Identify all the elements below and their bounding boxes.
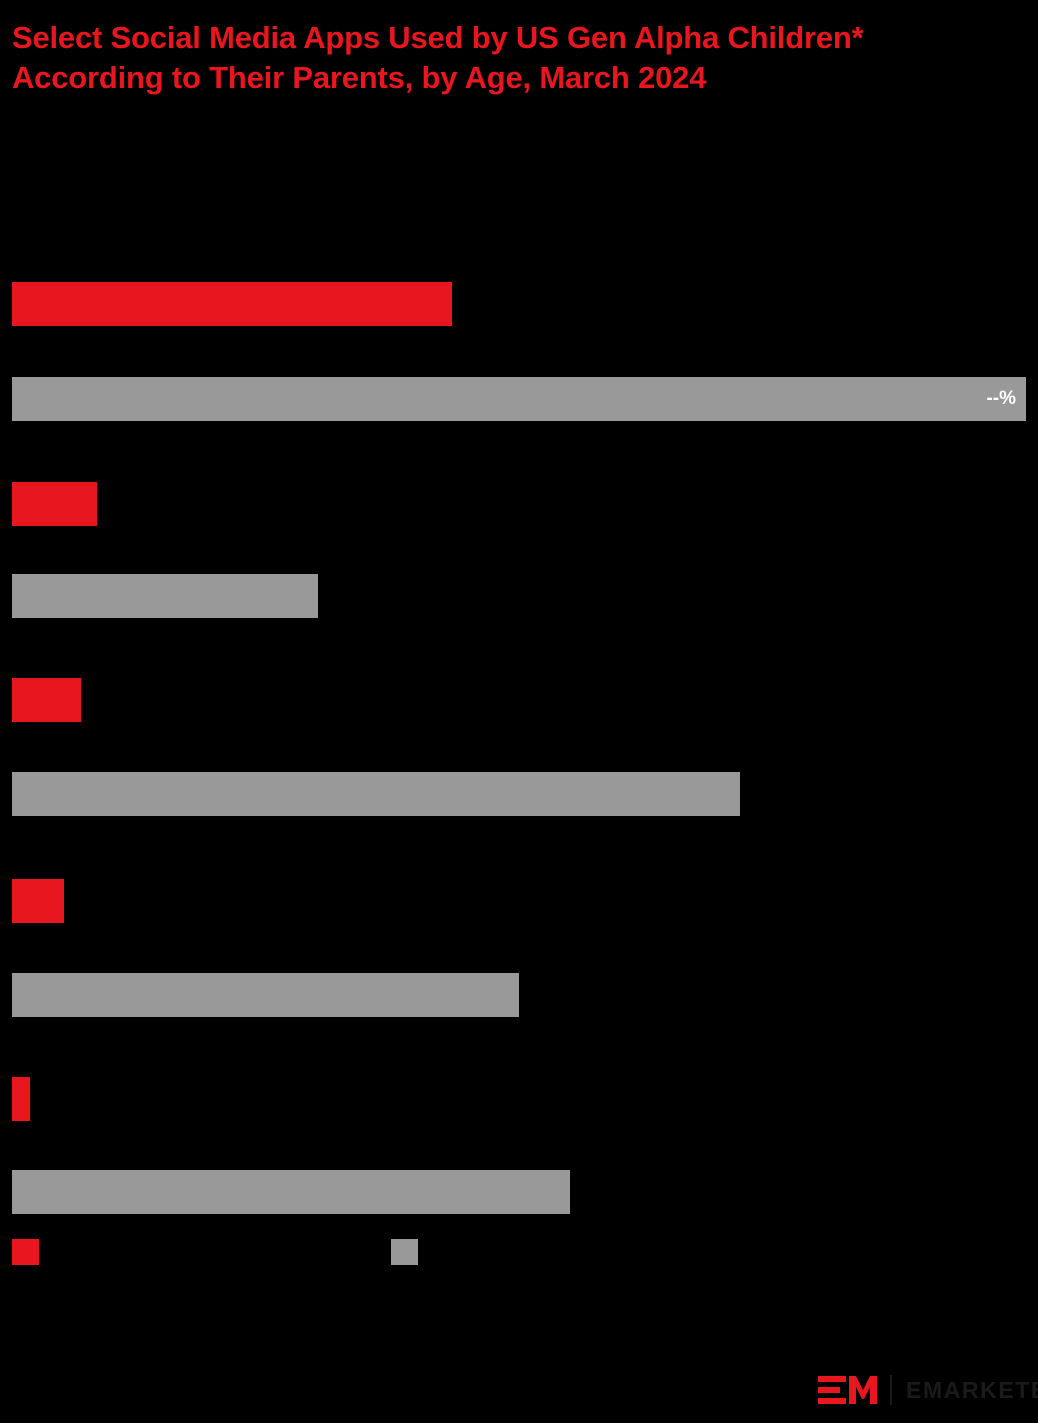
table-row xyxy=(12,879,64,923)
emarketer-logo: EMARKETER xyxy=(818,1374,1038,1406)
bar-series-b-3[interactable] xyxy=(12,772,740,816)
bar-series-b-5[interactable] xyxy=(12,1170,570,1214)
value-label-b-1: --% xyxy=(986,388,1016,409)
legend-swatch-icon xyxy=(391,1239,418,1265)
logo-wordmark: EMARKETER xyxy=(906,1376,1038,1403)
bar-series-b-2[interactable] xyxy=(12,574,318,618)
legend-swatch-icon xyxy=(12,1239,39,1265)
page-title: Select Social Media Apps Used by US Gen … xyxy=(12,20,864,95)
table-row xyxy=(12,482,97,526)
bar-group-3 xyxy=(0,661,1038,851)
table-row xyxy=(12,282,452,326)
table-row xyxy=(12,973,519,1017)
table-row: --% xyxy=(12,377,1026,421)
table-row xyxy=(12,1077,30,1121)
bar-series-b-4[interactable] xyxy=(12,973,519,1017)
legend-item-series-a[interactable] xyxy=(12,1239,48,1265)
logo-divider xyxy=(890,1375,892,1405)
table-row xyxy=(12,678,81,722)
chart-plot-area: --% xyxy=(0,270,1038,1230)
bar-series-a-1[interactable] xyxy=(12,282,452,326)
bar-series-a-4[interactable] xyxy=(12,879,64,923)
em-monogram-icon xyxy=(818,1376,877,1404)
bar-group-4 xyxy=(0,862,1038,1052)
bar-group-5 xyxy=(0,1060,1038,1250)
table-row xyxy=(12,772,740,816)
bar-series-a-5[interactable] xyxy=(12,1077,30,1121)
legend-item-series-b[interactable] xyxy=(391,1239,427,1265)
bar-series-b-1[interactable] xyxy=(12,377,1026,421)
bar-group-2 xyxy=(0,465,1038,655)
bar-group-1: --% xyxy=(0,270,1038,460)
table-row xyxy=(12,574,318,618)
chart-legend xyxy=(12,1239,1026,1267)
table-row xyxy=(12,1170,570,1214)
bar-series-a-2[interactable] xyxy=(12,482,97,526)
bar-series-a-3[interactable] xyxy=(12,678,81,722)
